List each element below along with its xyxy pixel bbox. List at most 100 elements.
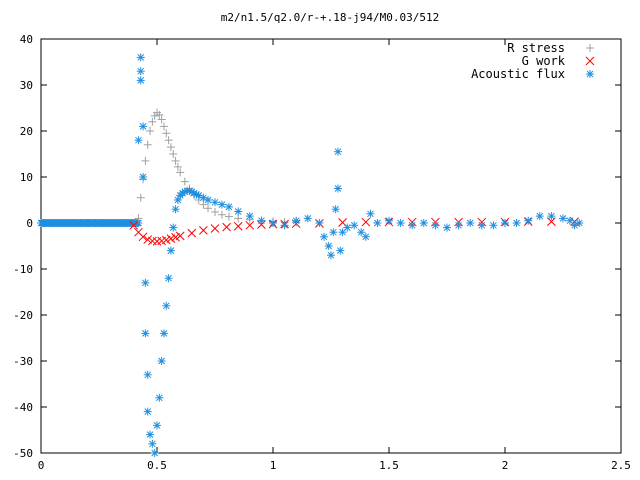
acoustic-flux-point-46 [324,242,333,250]
acoustic-flux-point-36 [224,202,233,211]
y-tick-label-1: 30 [20,79,33,92]
x-tick-label-3: 1.5 [379,459,399,472]
acoustic-flux-point-18 [164,274,173,283]
r-stress-point-28 [234,214,243,223]
g-work-point-16 [245,220,255,230]
acoustic-flux-point-47 [327,251,335,260]
plot-frame [40,38,622,454]
x-tick-label-1: 0.5 [147,459,167,472]
r-stress-point-14 [166,143,175,152]
acoustic-flux-point-75 [559,214,567,223]
r-stress-point-6 [148,117,157,126]
y-tick-label-2: 20 [20,125,33,138]
acoustic-flux-point-49 [331,205,340,214]
g-work-point-12 [199,226,208,235]
legend-label-g-work: G work [522,54,566,68]
r-stress-point-15 [169,150,178,158]
acoustic-flux-point-51 [333,147,342,156]
r-stress-point-10 [157,115,166,124]
acoustic-flux-point-2 [136,67,145,76]
r-stress-point-0 [134,214,143,223]
g-work-point-13 [210,224,220,233]
acoustic-flux-point-62 [408,221,417,230]
y-tick-label-6: -20 [13,309,33,322]
acoustic-flux-point-37 [234,207,243,216]
acoustic-flux-point-43 [303,214,312,223]
y-tick-label-4: 0 [26,217,33,230]
r-stress-point-5 [146,127,155,135]
acoustic-flux-point-69 [489,221,498,230]
legend-marker-acoustic-flux [586,70,594,78]
r-stress-point-16 [171,156,180,165]
acoustic-flux-point-33 [204,196,213,204]
acoustic-flux-point-73 [535,212,544,221]
acoustic-flux-point-34 [211,198,219,207]
g-work-point-0 [129,220,139,230]
acoustic-flux-point-70 [501,219,509,227]
y-tick-label-3: 10 [20,171,33,184]
acoustic-flux-point-66 [454,221,463,230]
x-tick-label-2: 1 [270,459,277,472]
r-stress-point-23 [199,200,208,209]
r-stress-point-12 [162,129,171,138]
acoustic-flux-point-65 [443,223,451,232]
acoustic-flux-point-41 [280,221,289,230]
r-stress-point-24 [204,204,213,213]
legend-label-acoustic-flux: Acoustic flux [471,67,565,81]
acoustic-flux-point-9 [143,407,152,416]
acoustic-flux-point-38 [245,212,254,221]
acoustic-flux-point-68 [477,221,486,230]
acoustic-flux-point-1 [136,53,145,62]
acoustic-flux-point-59 [373,219,382,227]
acoustic-flux-point-52 [336,246,345,255]
r-stress-point-1 [136,193,145,202]
g-work-point-23 [361,217,371,227]
acoustic-flux-point-11 [148,439,157,448]
r-stress-point-26 [217,210,226,219]
acoustic-flux-point-60 [385,216,393,225]
acoustic-flux-point-50 [333,184,342,193]
r-stress-point-17 [173,162,182,171]
acoustic-flux-point-71 [512,219,521,227]
g-work-point-14 [222,222,231,232]
chart-title: m2/n1.5/q2.0/r-+.18-j94/M0.03/512 [221,11,440,24]
acoustic-flux-point-42 [292,216,301,225]
acoustic-flux-point-7 [141,329,150,338]
y-tick-label-9: -50 [13,447,33,460]
r-stress-point-13 [164,136,173,145]
r-stress-point-9 [155,110,164,119]
acoustic-flux-point-64 [431,221,440,230]
acoustic-flux-point-72 [524,216,533,225]
acoustic-flux-point-74 [547,212,556,221]
x-tick-label-4: 2 [502,459,509,472]
r-stress-point-25 [211,207,219,216]
g-work-point-2 [138,232,148,242]
y-tick-label-7: -30 [13,355,33,368]
y-tick-label-0: 40 [20,33,33,46]
legend-label-r-stress: R stress [507,41,565,55]
r-stress-point-19 [180,177,189,186]
acoustic-flux-point-57 [361,232,370,241]
r-stress-point-3 [141,156,150,165]
acoustic-flux-point-20 [169,223,178,232]
acoustic-flux-point-14 [155,393,164,402]
y-tick-label-8: -40 [13,401,33,414]
r-stress-point-18 [176,168,185,177]
acoustic-flux-point-15 [157,357,166,365]
acoustic-flux-point-16 [159,329,168,338]
acoustic-flux-point-67 [466,219,475,227]
acoustic-flux-point-21 [171,205,180,214]
acoustic-flux-point-45 [320,232,329,241]
acoustic-flux-point-55 [350,221,359,230]
r-stress-point-11 [159,122,168,131]
r-stress-point-27 [224,212,233,221]
x-tick-label-5: 2.5 [611,459,631,472]
data-marks [37,53,584,457]
acoustic-flux-point-6 [141,278,150,287]
axes: 0 0.5 1 1.5 2 2.5 40 30 20 10 0 -10 -20 -30 -40 -50 [13,33,631,472]
acoustic-flux-point-3 [136,76,145,85]
g-work-point-10 [175,231,185,241]
acoustic-flux-point-35 [217,200,226,209]
